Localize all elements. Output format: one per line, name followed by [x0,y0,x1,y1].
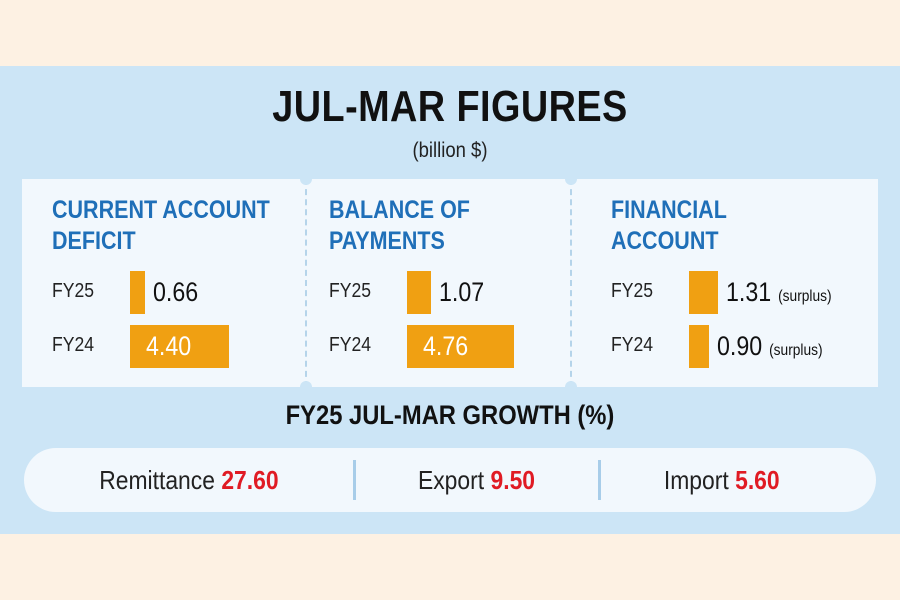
category-label: FY25 [611,280,654,302]
bar-value-label: 4.76 [423,325,468,368]
divider-notch [565,173,577,185]
bar-value-label: 4.40 [146,325,191,368]
bar [130,325,229,368]
bar-value-label: 1.31 (surplus) [726,271,832,318]
growth-value: 5.60 [735,465,780,495]
category-label: FY24 [329,334,372,356]
card-title-line: FINANCIAL [611,196,727,224]
growth-title: FY25 JUL-MAR GROWTH (%) [285,400,615,430]
divider-notch [300,173,312,185]
value-note: (surplus) [769,342,823,359]
cards-row: CURRENT ACCOUNT DEFICIT FY25 0.66 FY24 4.40 BA… [22,173,878,393]
bar [689,325,709,368]
growth-separator [598,460,601,500]
growth-label: Remittance [99,465,216,495]
growth-value: 27.60 [221,465,279,495]
card-title-line: PAYMENTS [329,227,445,255]
growth-label: Export [417,465,484,495]
growth-separator [353,460,356,500]
value-text: 1.31 [726,277,772,307]
growth-item-remittance: Remittance 27.60 [24,448,354,512]
card-title-line: CURRENT ACCOUNT [52,196,270,224]
growth-value: 9.50 [489,465,535,495]
value-text: 4.40 [146,331,192,361]
category-label: FY25 [52,280,95,302]
value-note: (surplus) [778,288,832,305]
value-text: 0.66 [153,277,199,307]
value-text: 0.90 [717,331,763,361]
divider-notch [565,381,577,393]
card-divider [305,179,307,387]
value-text: 4.76 [423,331,469,361]
category-label: FY25 [329,280,372,302]
bar [130,271,145,314]
page-title: JUL-MAR FIGURES [272,82,628,131]
card-title-line: BALANCE OF [329,196,470,224]
category-label: FY24 [611,334,654,356]
bar [689,271,718,314]
card-title-line: ACCOUNT [611,227,719,255]
bar-value-label: 0.66 [153,271,198,314]
growth-item-export: Export 9.50 [354,448,598,512]
divider-notch [300,381,312,393]
growth-label: Import [664,465,729,495]
card-title-line: DEFICIT [52,227,136,255]
value-text: 1.07 [439,277,485,307]
page-subtitle: (billion $) [412,139,488,162]
growth-item-import: Import 5.60 [600,448,844,512]
growth-bar: Remittance 27.60 Export 9.50 Import 5.60 [24,448,876,512]
card-divider [570,179,572,387]
bar-value-label: 0.90 (surplus) [717,325,823,372]
category-label: FY24 [52,334,95,356]
bar [407,271,431,314]
bar-value-label: 1.07 [439,271,484,314]
bar [407,325,514,368]
